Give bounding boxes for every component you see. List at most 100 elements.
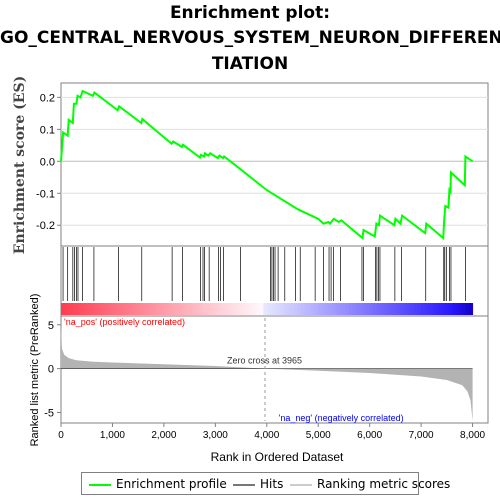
rank-bar-segment bbox=[177, 303, 182, 315]
rank-bar-segment bbox=[232, 303, 237, 315]
rank-tick-label: 8,000 bbox=[460, 430, 485, 441]
rank-bar-segment bbox=[397, 303, 402, 315]
rank-bar-segment bbox=[280, 303, 285, 315]
rank-bar-segment bbox=[445, 303, 450, 315]
legend-ranking-swatch bbox=[290, 484, 312, 486]
rank-bar-segment bbox=[331, 303, 336, 315]
legend-ranking-label: Ranking metric scores bbox=[317, 477, 451, 491]
rank-bar-segment bbox=[174, 303, 179, 315]
rank-tick-label: 2,000 bbox=[151, 430, 176, 441]
rank-bar-segment bbox=[379, 303, 384, 315]
chart-title-line-2: GO_CENTRAL_NERVOUS_SYSTEM_NEURON_DIFFERE… bbox=[0, 28, 500, 48]
rank-bar-segment bbox=[187, 303, 192, 315]
rank-bar-segment bbox=[225, 303, 230, 315]
rank-bar-segment bbox=[170, 303, 175, 315]
rank-bar-segment bbox=[427, 303, 432, 315]
es-tick-label: 0.0 bbox=[40, 156, 55, 168]
rank-bar-segment bbox=[294, 303, 299, 315]
rank-bar-segment bbox=[325, 303, 330, 315]
es-tick-label: 0.1 bbox=[40, 124, 55, 136]
rank-bar-segment bbox=[455, 303, 460, 315]
rank-bar-segment bbox=[91, 303, 96, 315]
rank-bar-segment bbox=[194, 303, 199, 315]
rank-bar-segment bbox=[462, 303, 467, 315]
rank-bar-segment bbox=[311, 303, 316, 315]
chart-title-line-1: Enrichment plot: bbox=[169, 3, 331, 23]
legend: Enrichment profile Hits Ranking metric s… bbox=[81, 472, 450, 495]
gsea-enrichment-plot: 0.2 0.1 0.0 -0.1 -0.2 Zero cross at 3965 'na… bbox=[12, 76, 489, 464]
legend-hits-swatch bbox=[233, 484, 255, 486]
rank-bar-segment bbox=[163, 303, 168, 315]
metric-tick-label: -5 bbox=[44, 407, 54, 419]
metric-x-axis: 0 1,000 2,000 3,000 4,000 5,000 6,000 7,000 8,00… bbox=[58, 423, 486, 441]
rank-bar-segment bbox=[61, 303, 65, 315]
rank-bar-segment bbox=[74, 303, 79, 315]
rank-bar-segment bbox=[417, 303, 422, 315]
rank-bar-segment bbox=[122, 303, 127, 315]
rank-bar-segment bbox=[270, 303, 275, 315]
rank-bar-segment bbox=[383, 303, 388, 315]
rank-bar-segment bbox=[434, 303, 439, 315]
rank-bar-segment bbox=[242, 303, 247, 315]
rank-bar-segment bbox=[133, 303, 137, 315]
rank-bar-segment bbox=[109, 303, 113, 315]
metric-tick-label: 0 bbox=[48, 364, 54, 376]
rank-bar-segment bbox=[314, 303, 319, 315]
rank-tick-label: 5,000 bbox=[306, 430, 331, 441]
rank-bar-segment bbox=[438, 303, 443, 315]
rank-bar-segment bbox=[95, 303, 100, 315]
rank-bar-segment bbox=[410, 303, 415, 315]
es-y-axis: 0.2 0.1 0.0 -0.1 -0.2 bbox=[36, 92, 61, 232]
legend-enrichment-label: Enrichment profile bbox=[116, 477, 227, 491]
rank-bar-segment bbox=[318, 303, 323, 315]
rank-bar-segment bbox=[359, 303, 364, 315]
rank-bar-segment bbox=[126, 303, 131, 315]
rank-bar-segment bbox=[407, 303, 412, 315]
rank-bar-segment bbox=[338, 303, 343, 315]
rank-bar-segment bbox=[211, 303, 216, 315]
rank-bar-segment bbox=[266, 303, 271, 315]
enrichment-profile-line bbox=[60, 89, 474, 241]
zero-cross-label: Zero cross at 3965 bbox=[227, 356, 302, 366]
metric-y-axis: 5 0 -5 bbox=[44, 320, 61, 419]
rank-bar-segment bbox=[424, 303, 429, 315]
hit-markers bbox=[62, 247, 466, 301]
rank-bar-segment bbox=[198, 303, 203, 315]
rank-bar-segment bbox=[273, 303, 278, 315]
rank-bar-segment bbox=[112, 303, 117, 315]
rank-axis-label: Rank in Ordered Dataset bbox=[211, 450, 344, 464]
es-panel-frame bbox=[60, 82, 489, 247]
rank-bar-segment bbox=[465, 303, 470, 315]
es-grid bbox=[61, 96, 488, 226]
rank-bar-segment bbox=[362, 303, 367, 315]
rank-color-bar bbox=[61, 303, 474, 315]
rank-bar-segment bbox=[307, 303, 312, 315]
negative-class-label: 'na_neg' (negatively correlated) bbox=[279, 413, 404, 423]
rank-bar-segment bbox=[263, 303, 268, 315]
rank-bar-segment bbox=[448, 303, 453, 315]
rank-bar-segment bbox=[64, 303, 69, 315]
rank-bar-segment bbox=[249, 303, 254, 315]
rank-bar-segment bbox=[119, 303, 124, 315]
rank-bar-segment bbox=[287, 303, 292, 315]
rank-bar-segment bbox=[208, 303, 213, 315]
rank-tick-label: 6,000 bbox=[357, 430, 382, 441]
rank-bar-segment bbox=[283, 303, 288, 315]
rank-bar-segment bbox=[403, 303, 408, 315]
rank-tick-label: 3,000 bbox=[203, 430, 228, 441]
rank-bar-segment bbox=[136, 303, 141, 315]
rank-tick-label: 0 bbox=[58, 430, 64, 441]
ranking-metric-area bbox=[61, 324, 473, 422]
rank-bar-segment bbox=[239, 303, 244, 315]
chart-title-line-3: TIATION bbox=[211, 54, 289, 74]
rank-bar-segment bbox=[321, 303, 326, 315]
rank-bar-segment bbox=[355, 303, 360, 315]
rank-bar-segment bbox=[88, 303, 93, 315]
rank-bar-segment bbox=[253, 303, 257, 315]
rank-bar-segment bbox=[81, 303, 86, 315]
es-tick-label: -0.1 bbox=[36, 188, 55, 200]
rank-bar-segment bbox=[393, 303, 398, 315]
positive-class-label: 'na_pos' (positively correlated) bbox=[64, 317, 185, 327]
rank-bar-segment bbox=[297, 303, 302, 315]
rank-bar-segment bbox=[67, 303, 72, 315]
